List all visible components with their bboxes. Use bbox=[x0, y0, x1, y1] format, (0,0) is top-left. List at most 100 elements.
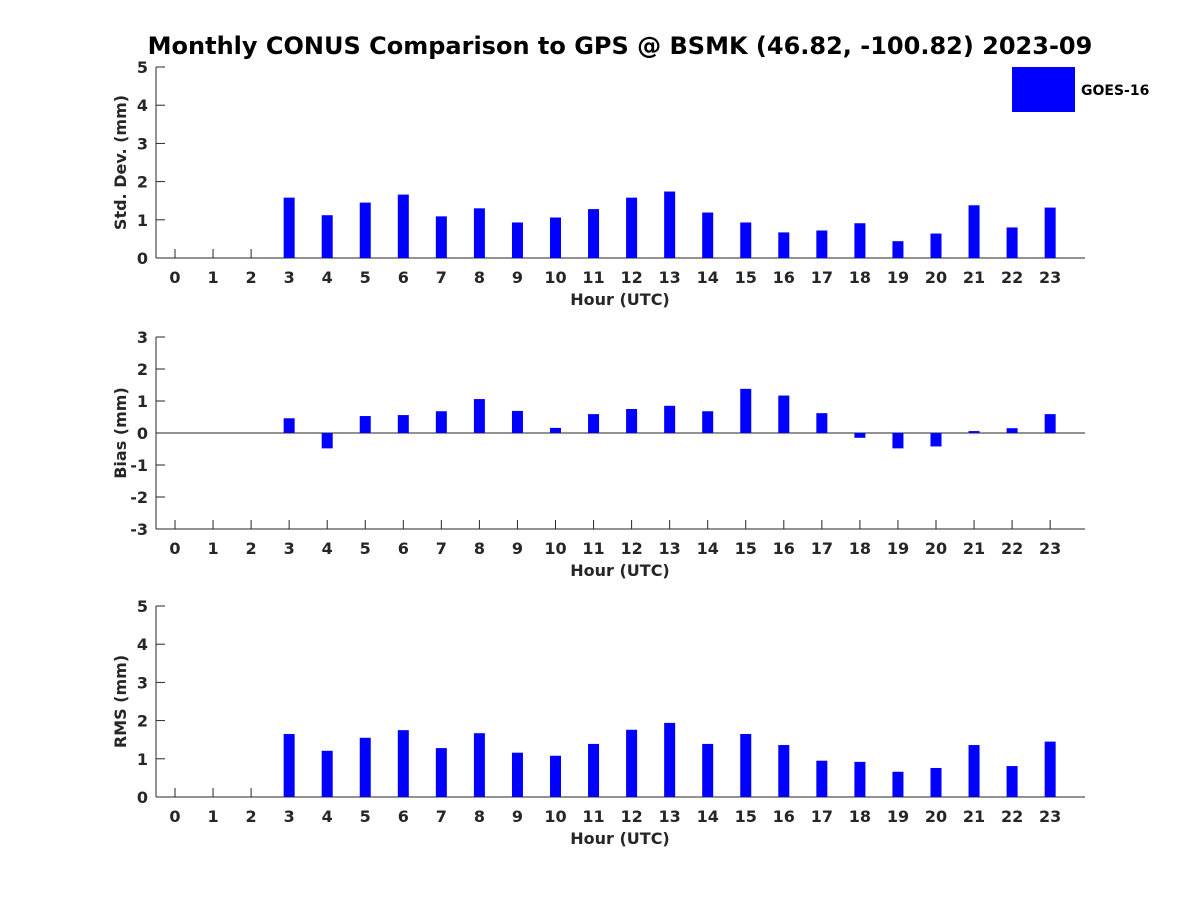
bar bbox=[854, 223, 866, 258]
bar bbox=[892, 771, 904, 797]
y-tick-label: 5 bbox=[137, 58, 148, 77]
bar bbox=[702, 212, 714, 258]
x-tick-label: 1 bbox=[207, 268, 218, 287]
x-tick-label: 2 bbox=[246, 268, 257, 287]
legend-swatch bbox=[1012, 67, 1075, 112]
bar bbox=[473, 733, 485, 797]
bar bbox=[816, 760, 828, 797]
bar bbox=[930, 433, 942, 447]
x-tick-label: 20 bbox=[925, 539, 947, 558]
x-tick-label: 11 bbox=[582, 539, 604, 558]
bar bbox=[283, 197, 295, 258]
legend-label: GOES-16 bbox=[1081, 83, 1149, 99]
bar bbox=[778, 745, 790, 797]
bar bbox=[359, 416, 371, 433]
x-tick-label: 13 bbox=[659, 268, 681, 287]
x-tick-label: 16 bbox=[773, 807, 795, 826]
x-tick-label: 18 bbox=[849, 539, 871, 558]
bar bbox=[550, 427, 561, 433]
x-tick-label: 19 bbox=[887, 268, 909, 287]
bar bbox=[435, 748, 447, 797]
bar bbox=[664, 191, 676, 258]
y-tick-label: 2 bbox=[137, 360, 148, 379]
x-tick-label: 18 bbox=[849, 807, 871, 826]
bar bbox=[816, 230, 828, 258]
x-tick-label: 0 bbox=[169, 268, 180, 287]
y-tick-label: 3 bbox=[137, 328, 148, 347]
x-tick-label: 4 bbox=[322, 268, 333, 287]
bar bbox=[930, 767, 942, 797]
y-axis-label: Bias (mm) bbox=[111, 387, 130, 479]
bar bbox=[359, 737, 371, 797]
x-tick-label: 6 bbox=[398, 539, 409, 558]
bar bbox=[626, 197, 638, 258]
bar bbox=[1044, 414, 1056, 433]
x-axis-label: Hour (UTC) bbox=[570, 290, 670, 309]
y-tick-label: -2 bbox=[130, 488, 148, 507]
x-tick-label: 7 bbox=[436, 268, 447, 287]
bar bbox=[283, 418, 295, 433]
x-tick-label: 20 bbox=[925, 268, 947, 287]
x-tick-label: 10 bbox=[544, 268, 566, 287]
y-tick-label: 2 bbox=[137, 712, 148, 731]
x-tick-label: 17 bbox=[811, 807, 833, 826]
x-tick-label: 14 bbox=[697, 539, 719, 558]
x-tick-label: 16 bbox=[773, 539, 795, 558]
bar bbox=[1006, 227, 1018, 258]
x-tick-label: 9 bbox=[512, 539, 523, 558]
y-tick-label: 0 bbox=[137, 788, 148, 807]
bar bbox=[397, 194, 409, 258]
x-tick-label: 13 bbox=[659, 539, 681, 558]
x-tick-label: 7 bbox=[436, 807, 447, 826]
x-axis-label: Hour (UTC) bbox=[570, 561, 670, 580]
bar bbox=[511, 410, 523, 433]
x-tick-label: 10 bbox=[544, 807, 566, 826]
bar bbox=[1006, 766, 1018, 797]
chart-title: Monthly CONUS Comparison to GPS @ BSMK (… bbox=[148, 32, 1093, 60]
x-tick-label: 22 bbox=[1001, 268, 1023, 287]
x-tick-label: 1 bbox=[207, 807, 218, 826]
bar bbox=[740, 222, 752, 258]
bar bbox=[968, 745, 980, 797]
y-tick-label: 3 bbox=[137, 673, 148, 692]
x-tick-label: 19 bbox=[887, 539, 909, 558]
x-tick-label: 2 bbox=[246, 539, 257, 558]
x-tick-label: 1 bbox=[207, 539, 218, 558]
bar bbox=[473, 208, 485, 258]
bar bbox=[626, 729, 638, 797]
bar bbox=[626, 409, 638, 433]
x-tick-label: 23 bbox=[1039, 268, 1061, 287]
x-tick-label: 21 bbox=[963, 539, 985, 558]
x-tick-label: 3 bbox=[284, 268, 295, 287]
bar bbox=[550, 755, 561, 797]
y-tick-label: 4 bbox=[137, 96, 148, 115]
x-tick-label: 7 bbox=[436, 539, 447, 558]
bar bbox=[397, 730, 409, 797]
x-tick-label: 10 bbox=[544, 539, 566, 558]
y-axis-label: RMS (mm) bbox=[111, 655, 130, 748]
x-tick-label: 9 bbox=[512, 268, 523, 287]
bar bbox=[397, 415, 409, 433]
y-tick-label: 5 bbox=[137, 597, 148, 616]
bar bbox=[511, 752, 523, 797]
bar bbox=[1006, 428, 1018, 433]
x-tick-label: 17 bbox=[811, 268, 833, 287]
y-tick-label: 0 bbox=[137, 424, 148, 443]
x-tick-label: 12 bbox=[620, 807, 642, 826]
bar bbox=[892, 433, 904, 449]
x-tick-label: 5 bbox=[360, 807, 371, 826]
bar bbox=[321, 215, 333, 258]
bar bbox=[435, 216, 447, 258]
x-tick-label: 14 bbox=[697, 268, 719, 287]
x-tick-label: 11 bbox=[582, 807, 604, 826]
y-tick-label: 0 bbox=[137, 249, 148, 268]
x-tick-label: 4 bbox=[322, 539, 333, 558]
bar bbox=[283, 733, 295, 797]
x-tick-label: 21 bbox=[963, 268, 985, 287]
y-tick-label: 1 bbox=[137, 392, 148, 411]
bar bbox=[702, 411, 714, 433]
bar bbox=[816, 413, 828, 433]
y-tick-label: 3 bbox=[137, 134, 148, 153]
bar bbox=[321, 750, 333, 797]
